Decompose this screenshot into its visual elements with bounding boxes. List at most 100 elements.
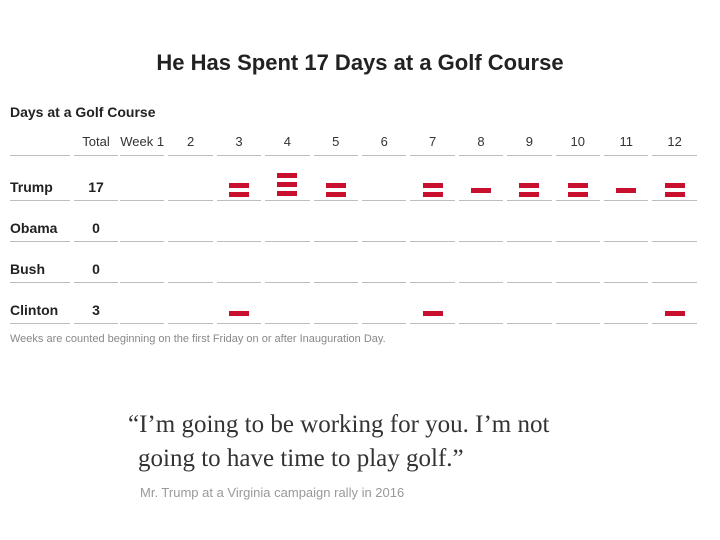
row-rule-week	[313, 323, 358, 324]
golf-days-table: Total Week 1 2 3 4 5 6 7 8 9 10 11 12 Trump 17 Obama 0 Bu…	[10, 128, 710, 328]
golf-day-bar	[277, 182, 298, 187]
row-rule-week	[265, 282, 310, 283]
row-rule-week	[362, 200, 407, 201]
golf-day-bar	[229, 183, 249, 188]
col-header-week: 11	[619, 134, 633, 149]
row-rule-week	[410, 323, 455, 324]
golf-day-bar	[277, 173, 298, 178]
golf-day-bar	[519, 192, 540, 197]
golf-day-bar	[519, 183, 540, 188]
row-rule-week	[216, 241, 262, 242]
col-header-total: Total	[82, 134, 110, 149]
golf-day-bar	[616, 188, 637, 193]
row-rule-week	[458, 282, 504, 283]
chart-subhead: Days at a Golf Course	[10, 104, 156, 120]
golf-day-bar	[567, 192, 588, 197]
row-total: 17	[88, 179, 104, 195]
row-label: Clinton	[10, 302, 59, 318]
col-header-week: 7	[428, 134, 437, 149]
header-rule-week	[555, 155, 600, 156]
row-rule-label	[10, 200, 70, 201]
row-rule-total	[74, 323, 118, 324]
golf-day-bar	[229, 311, 249, 316]
golf-day-bar	[664, 192, 685, 197]
golf-day-bar	[471, 188, 491, 193]
row-rule-week	[168, 200, 213, 201]
row-rule-week	[458, 323, 504, 324]
footnote: Weeks are counted beginning on the first…	[10, 333, 386, 345]
row-rule-week	[265, 241, 310, 242]
golf-day-bar	[422, 192, 443, 197]
row-rule-week	[362, 241, 407, 242]
row-rule-week	[120, 241, 165, 242]
col-header-week: 10	[570, 134, 586, 149]
col-header-week: 9	[525, 134, 533, 149]
row-rule-week	[313, 241, 358, 242]
col-header-week: 6	[380, 134, 388, 149]
golf-day-bar	[277, 191, 298, 196]
quote-attribution: Mr. Trump at a Virginia campaign rally i…	[140, 485, 405, 500]
header-rule-week	[265, 155, 310, 156]
golf-day-bar	[422, 183, 443, 188]
header-rule-week	[410, 155, 455, 156]
row-rule-week	[410, 241, 455, 242]
row-rule-week	[652, 241, 697, 242]
row-rule-week	[604, 200, 649, 201]
row-rule-week	[555, 282, 600, 283]
header-rule-week	[604, 155, 649, 156]
row-total: 3	[92, 302, 100, 318]
golf-day-bar	[229, 192, 249, 197]
row-rule-week	[507, 241, 552, 242]
header-rule-week	[507, 155, 552, 156]
row-rule-week	[555, 200, 600, 201]
row-rule-week	[313, 200, 358, 201]
header-rule-week	[168, 155, 213, 156]
row-rule-total	[74, 282, 118, 283]
row-rule-week	[507, 323, 552, 324]
col-header-week: 12	[667, 134, 682, 149]
header-rule-total	[74, 155, 118, 156]
golf-day-bar	[664, 311, 685, 316]
row-rule-week	[362, 282, 407, 283]
row-label: Bush	[10, 261, 45, 277]
row-rule-week	[458, 241, 504, 242]
golf-day-bar	[325, 192, 346, 197]
col-header-week: Week 1	[120, 134, 165, 149]
row-rule-label	[10, 282, 70, 283]
row-rule-week	[168, 323, 213, 324]
golf-day-bar	[664, 183, 685, 188]
row-rule-week	[168, 241, 213, 242]
row-rule-week	[652, 200, 697, 201]
quote-line-2: going to have time to play golf.”	[138, 445, 464, 472]
quote-line-1: “I’m going to be working for you. I’m no…	[128, 411, 550, 438]
row-rule-week	[555, 323, 600, 324]
row-rule-week	[555, 241, 600, 242]
row-label: Trump	[10, 179, 53, 195]
row-rule-week	[458, 200, 504, 201]
row-rule-week	[507, 282, 552, 283]
golf-day-bar	[567, 183, 588, 188]
col-header-week: 4	[283, 134, 291, 149]
row-rule-week	[120, 200, 165, 201]
row-rule-label	[10, 323, 70, 324]
chart-title: He Has Spent 17 Days at a Golf Course	[156, 50, 564, 75]
row-rule-week	[313, 282, 358, 283]
header-rule-week	[458, 155, 504, 156]
row-rule-total	[74, 200, 118, 201]
col-header-week: 5	[332, 134, 340, 149]
header-rule-week	[362, 155, 407, 156]
row-rule-week	[216, 323, 262, 324]
golf-day-bar	[325, 183, 346, 188]
row-rule-week	[216, 200, 262, 201]
golf-day-bar	[422, 311, 443, 316]
pull-quote: “I’m going to be working for you. I’m no…	[128, 408, 648, 476]
col-header-week: 3	[235, 134, 243, 149]
col-header-week: 2	[186, 134, 195, 149]
row-rule-week	[120, 282, 165, 283]
row-total: 0	[92, 220, 100, 236]
header-rule-week	[652, 155, 697, 156]
row-rule-week	[604, 282, 649, 283]
row-rule-week	[507, 200, 552, 201]
row-rule-week	[265, 200, 310, 201]
row-rule-week	[410, 282, 455, 283]
